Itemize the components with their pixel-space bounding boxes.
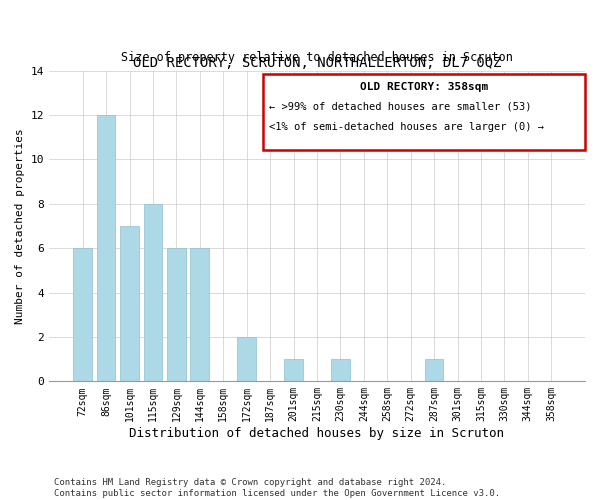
- Bar: [143, 204, 163, 382]
- X-axis label: Distribution of detached houses by size in Scruton: Distribution of detached houses by size …: [130, 427, 505, 440]
- Text: Size of property relative to detached houses in Scruton: Size of property relative to detached ho…: [121, 52, 513, 64]
- Bar: [167, 248, 186, 382]
- Bar: [331, 359, 350, 382]
- Bar: [73, 248, 92, 382]
- Bar: [284, 359, 303, 382]
- Text: <1% of semi-detached houses are larger (0) →: <1% of semi-detached houses are larger (…: [269, 122, 544, 132]
- Bar: [425, 359, 443, 382]
- FancyBboxPatch shape: [263, 74, 585, 150]
- Bar: [190, 248, 209, 382]
- Bar: [237, 337, 256, 382]
- Text: OLD RECTORY: 358sqm: OLD RECTORY: 358sqm: [360, 82, 488, 92]
- Text: Contains HM Land Registry data © Crown copyright and database right 2024.
Contai: Contains HM Land Registry data © Crown c…: [54, 478, 500, 498]
- Bar: [97, 115, 115, 382]
- Bar: [120, 226, 139, 382]
- Y-axis label: Number of detached properties: Number of detached properties: [15, 128, 25, 324]
- Text: ← >99% of detached houses are smaller (53): ← >99% of detached houses are smaller (5…: [269, 102, 531, 112]
- Title: OLD RECTORY, SCRUTON, NORTHALLERTON, DL7 0QZ: OLD RECTORY, SCRUTON, NORTHALLERTON, DL7…: [133, 56, 501, 70]
